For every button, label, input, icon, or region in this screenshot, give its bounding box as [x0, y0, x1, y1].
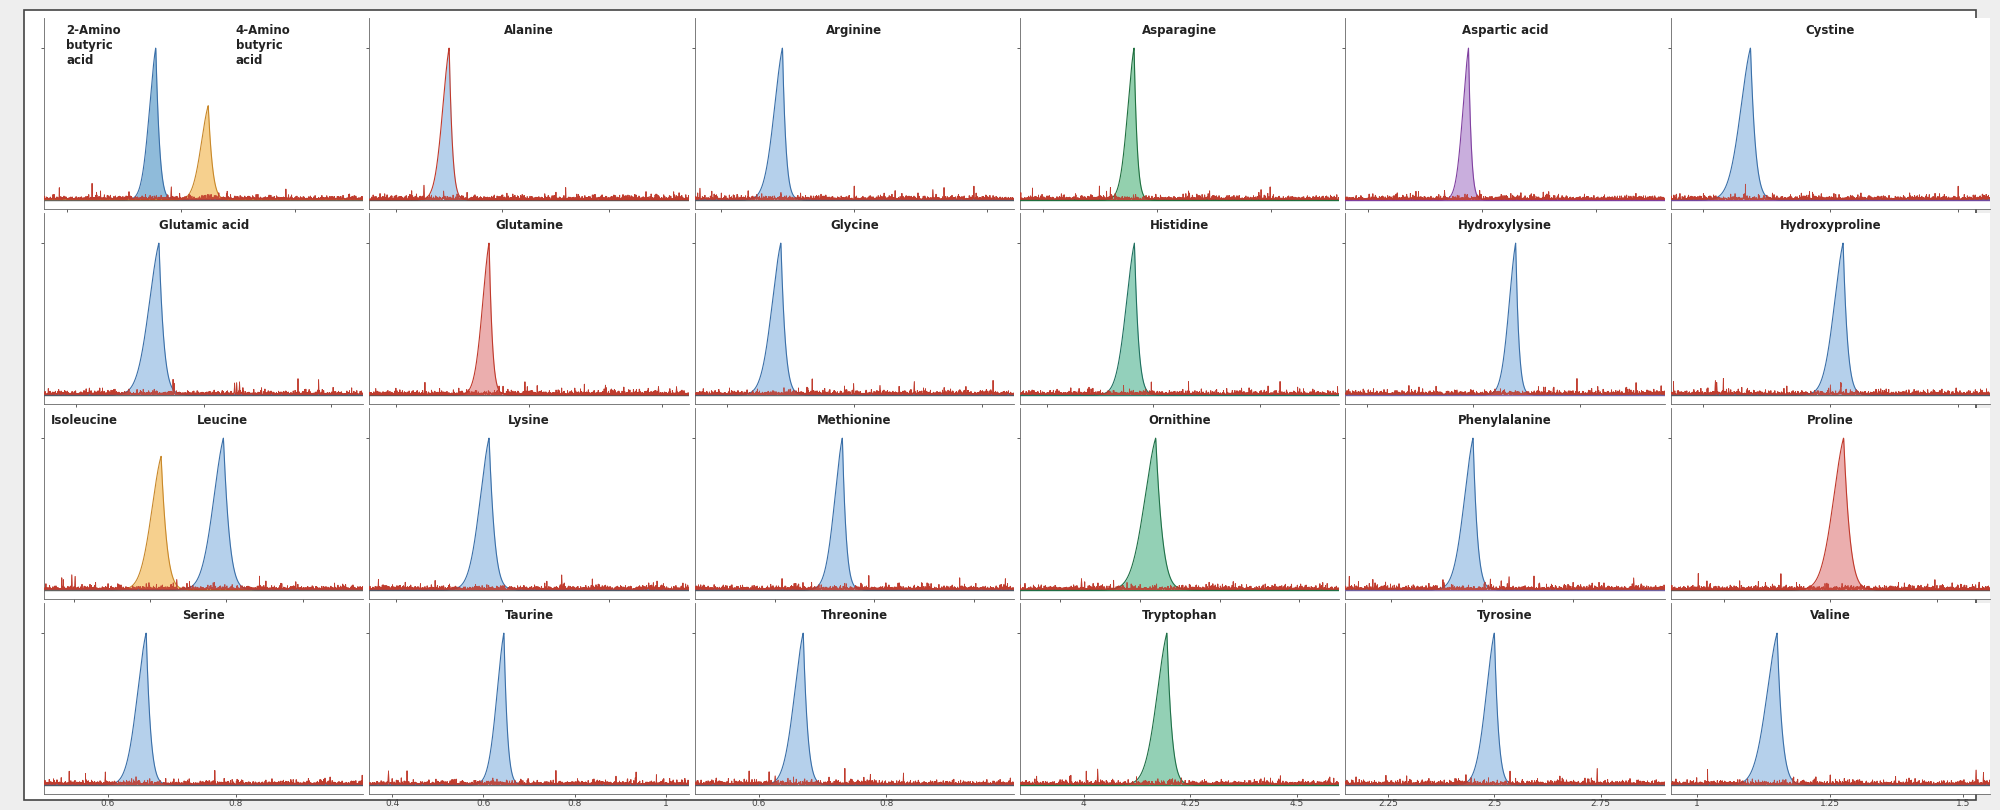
- Text: Aspartic acid: Aspartic acid: [1462, 23, 1548, 36]
- Text: Valine: Valine: [1810, 608, 1850, 621]
- Text: Arginine: Arginine: [826, 23, 882, 36]
- Text: Tryptophan: Tryptophan: [1142, 608, 1218, 621]
- Text: Threonine: Threonine: [820, 608, 888, 621]
- Text: Lysine: Lysine: [508, 414, 550, 427]
- X-axis label: Retention time [min]: Retention time [min]: [482, 616, 576, 625]
- Text: Phenylalanine: Phenylalanine: [1458, 414, 1552, 427]
- X-axis label: Retention time [min]: Retention time [min]: [808, 420, 902, 429]
- Text: Tyrosine: Tyrosine: [1478, 608, 1532, 621]
- Text: Glutamine: Glutamine: [494, 219, 564, 232]
- FancyBboxPatch shape: [24, 10, 1976, 800]
- X-axis label: Retention time [min]: Retention time [min]: [1132, 225, 1226, 234]
- Text: Glycine: Glycine: [830, 219, 878, 232]
- Text: Hydroxyproline: Hydroxyproline: [1780, 219, 1882, 232]
- Text: Hydroxylysine: Hydroxylysine: [1458, 219, 1552, 232]
- X-axis label: Retention time [min]: Retention time [min]: [1784, 225, 1878, 234]
- Text: Alanine: Alanine: [504, 23, 554, 36]
- Text: Asparagine: Asparagine: [1142, 23, 1218, 36]
- X-axis label: Retention time [min]: Retention time [min]: [1784, 420, 1878, 429]
- Text: Histidine: Histidine: [1150, 219, 1210, 232]
- X-axis label: Retention time [min]: Retention time [min]: [1458, 225, 1552, 234]
- X-axis label: Retention time [min]: Retention time [min]: [482, 225, 576, 234]
- Text: Proline: Proline: [1806, 414, 1854, 427]
- Text: 2-Amino
butyric
acid: 2-Amino butyric acid: [66, 23, 120, 66]
- X-axis label: Retention time [min]: Retention time [min]: [156, 420, 250, 429]
- Text: 4-Amino
butyric
acid: 4-Amino butyric acid: [236, 23, 290, 66]
- X-axis label: Retention time [min]: Retention time [min]: [1784, 616, 1878, 625]
- X-axis label: Retention time [min]: Retention time [min]: [1458, 420, 1552, 429]
- X-axis label: Retention time [min]: Retention time [min]: [1458, 616, 1552, 625]
- Text: Serine: Serine: [182, 608, 226, 621]
- Text: Cystine: Cystine: [1806, 23, 1856, 36]
- X-axis label: Retention time [min]: Retention time [min]: [808, 616, 902, 625]
- X-axis label: Retention time [min]: Retention time [min]: [156, 225, 250, 234]
- X-axis label: Retention time [min]: Retention time [min]: [156, 616, 250, 625]
- Text: Ornithine: Ornithine: [1148, 414, 1210, 427]
- Text: Leucine: Leucine: [198, 414, 248, 427]
- X-axis label: Retention time [min]: Retention time [min]: [1132, 420, 1226, 429]
- Text: Isoleucine: Isoleucine: [50, 414, 118, 427]
- X-axis label: Retention time [min]: Retention time [min]: [482, 420, 576, 429]
- X-axis label: Retention time [min]: Retention time [min]: [808, 225, 902, 234]
- X-axis label: Retention time [min]: Retention time [min]: [1132, 616, 1226, 625]
- Text: Methionine: Methionine: [818, 414, 892, 427]
- Text: Glutamic acid: Glutamic acid: [158, 219, 248, 232]
- Text: Taurine: Taurine: [504, 608, 554, 621]
